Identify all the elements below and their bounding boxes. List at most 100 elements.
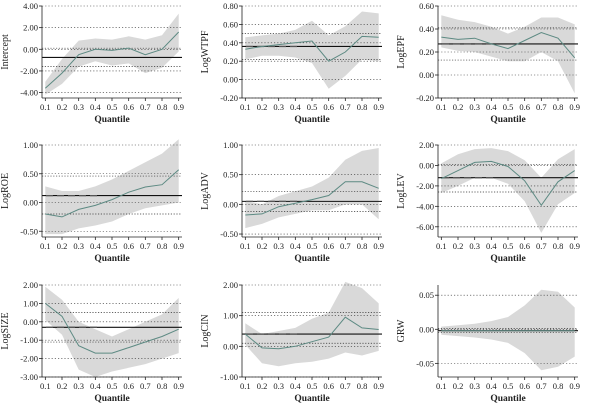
grw-confidence-band [441, 289, 575, 371]
logwtpf-x-tick-label: 0.1 [240, 102, 251, 112]
logadv-x-tick-label: 0.9 [373, 241, 384, 251]
logepf-y-axis-title: LogEPF [396, 35, 407, 69]
logepf-y-tick-label: -0.20 [416, 93, 434, 103]
intercept-x-tick-label: 0.6 [123, 102, 134, 112]
logsize-confidence-band [45, 286, 179, 377]
intercept-y-tick-label: -4.00 [20, 88, 38, 98]
logroe-x-tick-label: 0.3 [73, 241, 84, 251]
loglev-y-tick-label: 0.00 [419, 160, 434, 170]
loglev-x-axis-title: Quantile [490, 254, 525, 264]
logadv-x-tick-label: 0.7 [340, 241, 351, 251]
logadv-x-tick-label: 0.4 [290, 241, 301, 251]
logadv-quantile-line [245, 181, 379, 216]
grw-x-tick-label: 0.1 [436, 381, 447, 391]
logwtpf-x-tick-label: 0.4 [290, 102, 301, 112]
logwtpf-x-axis-title: Quantile [294, 115, 329, 125]
panel-logepf: 0.60 0.40 0.20 0.00 -0.200.1 0.2 0.3 0.4 0.5 0.6 0… [396, 1, 580, 125]
logepf-x-tick-label: 0.5 [503, 102, 514, 112]
panel-logadv: 1.00 0.50 0.00 -0.500.1 0.2 0.3 0.4 0.5 0.6 0.7 0.… [200, 140, 384, 264]
loglev-y-tick-label: -6.00 [416, 222, 434, 232]
logcin-x-tick-label: 0.6 [323, 381, 334, 391]
logwtpf-y-tick-label: 0.60 [223, 19, 238, 29]
grw-x-tick-label: 0.4 [486, 381, 497, 391]
logsize-x-tick-label: 0.5 [107, 381, 118, 391]
grw-y-tick-label: 0.00 [419, 324, 434, 334]
logadv-y-axis-title: LogADV [200, 171, 211, 210]
logroe-x-tick-label: 0.2 [57, 241, 68, 251]
logwtpf-y-tick-label: 0.20 [223, 56, 238, 66]
logcin-x-tick-label: 0.1 [240, 381, 251, 391]
logsize-x-tick-label: 0.3 [73, 381, 84, 391]
logsize-y-tick-label: 0.00 [23, 317, 38, 327]
loglev-x-tick-label: 0.2 [453, 241, 464, 251]
intercept-x-tick-label: 0.3 [73, 102, 84, 112]
loglev-y-tick-label: -2.00 [416, 181, 434, 191]
logcin-x-axis-title: Quantile [294, 394, 329, 404]
panel-loglev: 2.00 0.00 -2.00 -4.00 -6.000.1 0.2 0.3 0.4 0.5 0.… [396, 140, 580, 264]
logsize-x-tick-label: 0.8 [157, 381, 168, 391]
logwtpf-x-tick-label: 0.7 [340, 102, 351, 112]
logwtpf-y-axis-title: LogWTPF [200, 30, 211, 73]
logwtpf-x-tick-label: 0.2 [257, 102, 268, 112]
intercept-y-tick-label: 0.00 [23, 44, 38, 54]
logadv-x-tick-label: 0.1 [240, 241, 251, 251]
logepf-y-tick-label: 0.00 [419, 70, 434, 80]
loglev-x-tick-label: 0.3 [469, 241, 480, 251]
loglev-x-tick-label: 0.9 [569, 241, 580, 251]
intercept-x-tick-label: 0.5 [107, 102, 118, 112]
intercept-x-tick-label: 0.4 [90, 102, 101, 112]
logcin-y-tick-label: -1.00 [220, 372, 238, 382]
logroe-y-tick-label: 0.50 [23, 169, 38, 179]
logroe-x-tick-label: 0.4 [90, 241, 101, 251]
grw-x-tick-label: 0.9 [569, 381, 580, 391]
logepf-y-tick-label: 0.60 [419, 1, 434, 11]
loglev-x-tick-label: 0.7 [536, 241, 547, 251]
grw-x-tick-label: 0.3 [469, 381, 480, 391]
loglev-x-tick-label: 0.8 [553, 241, 564, 251]
intercept-x-tick-label: 0.8 [157, 102, 168, 112]
loglev-quantile-line [441, 160, 575, 207]
logwtpf-x-tick-label: 0.3 [273, 102, 284, 112]
logroe-x-tick-label: 0.7 [140, 241, 151, 251]
logsize-x-axis-title: Quantile [94, 394, 129, 404]
logcin-x-tick-label: 0.8 [357, 381, 368, 391]
logcin-y-tick-label: 1.00 [223, 311, 238, 321]
logcin-x-tick-label: 0.5 [307, 381, 318, 391]
logroe-y-axis-title: LogROE [0, 173, 11, 209]
grw-x-tick-label: 0.8 [553, 381, 564, 391]
intercept-confidence-band [45, 13, 179, 95]
logcin-y-tick-label: 0.00 [223, 341, 238, 351]
logroe-x-tick-label: 0.9 [173, 241, 184, 251]
logsize-x-tick-label: 0.4 [90, 381, 101, 391]
logadv-x-tick-label: 0.6 [323, 241, 334, 251]
loglev-x-tick-label: 0.1 [436, 241, 447, 251]
panel-intercept: 4.00 2.00 0.00 -2.00 -4.000.1 0.2 0.3 0.4 0.5 0.6… [0, 1, 184, 125]
logcin-x-tick-label: 0.7 [340, 381, 351, 391]
intercept-x-axis-title: Quantile [94, 115, 129, 125]
panel-logroe: 1.00 0.50 0.00 -0.500.1 0.2 0.3 0.4 0.5 0.6 0.7 0.… [0, 139, 184, 264]
logepf-x-tick-label: 0.3 [469, 102, 480, 112]
logroe-y-tick-label: 1.00 [23, 140, 38, 150]
logadv-y-tick-label: 0.00 [223, 199, 238, 209]
grw-y-tick-label: 0.05 [419, 290, 434, 300]
loglev-x-tick-label: 0.6 [519, 241, 530, 251]
logcin-x-tick-label: 0.4 [290, 381, 301, 391]
logepf-confidence-band [441, 15, 575, 94]
logadv-y-tick-label: 1.00 [223, 140, 238, 150]
logwtpf-x-tick-label: 0.6 [323, 102, 334, 112]
logadv-x-tick-label: 0.5 [307, 241, 318, 251]
loglev-y-tick-label: 2.00 [419, 140, 434, 150]
logsize-x-tick-label: 0.9 [173, 381, 184, 391]
logsize-x-tick-label: 0.2 [57, 381, 68, 391]
intercept-y-tick-label: -2.00 [20, 66, 38, 76]
logsize-y-tick-label: -3.00 [20, 372, 38, 382]
logepf-x-tick-label: 0.7 [536, 102, 547, 112]
logwtpf-x-tick-label: 0.9 [373, 102, 384, 112]
logroe-x-tick-label: 0.6 [123, 241, 134, 251]
logsize-x-tick-label: 0.7 [140, 381, 151, 391]
logcin-y-axis-title: LogCIN [200, 314, 211, 347]
logsize-y-tick-label: -2.00 [20, 354, 38, 364]
logwtpf-confidence-band [245, 11, 379, 89]
grw-y-axis-title: GRW [396, 319, 407, 342]
